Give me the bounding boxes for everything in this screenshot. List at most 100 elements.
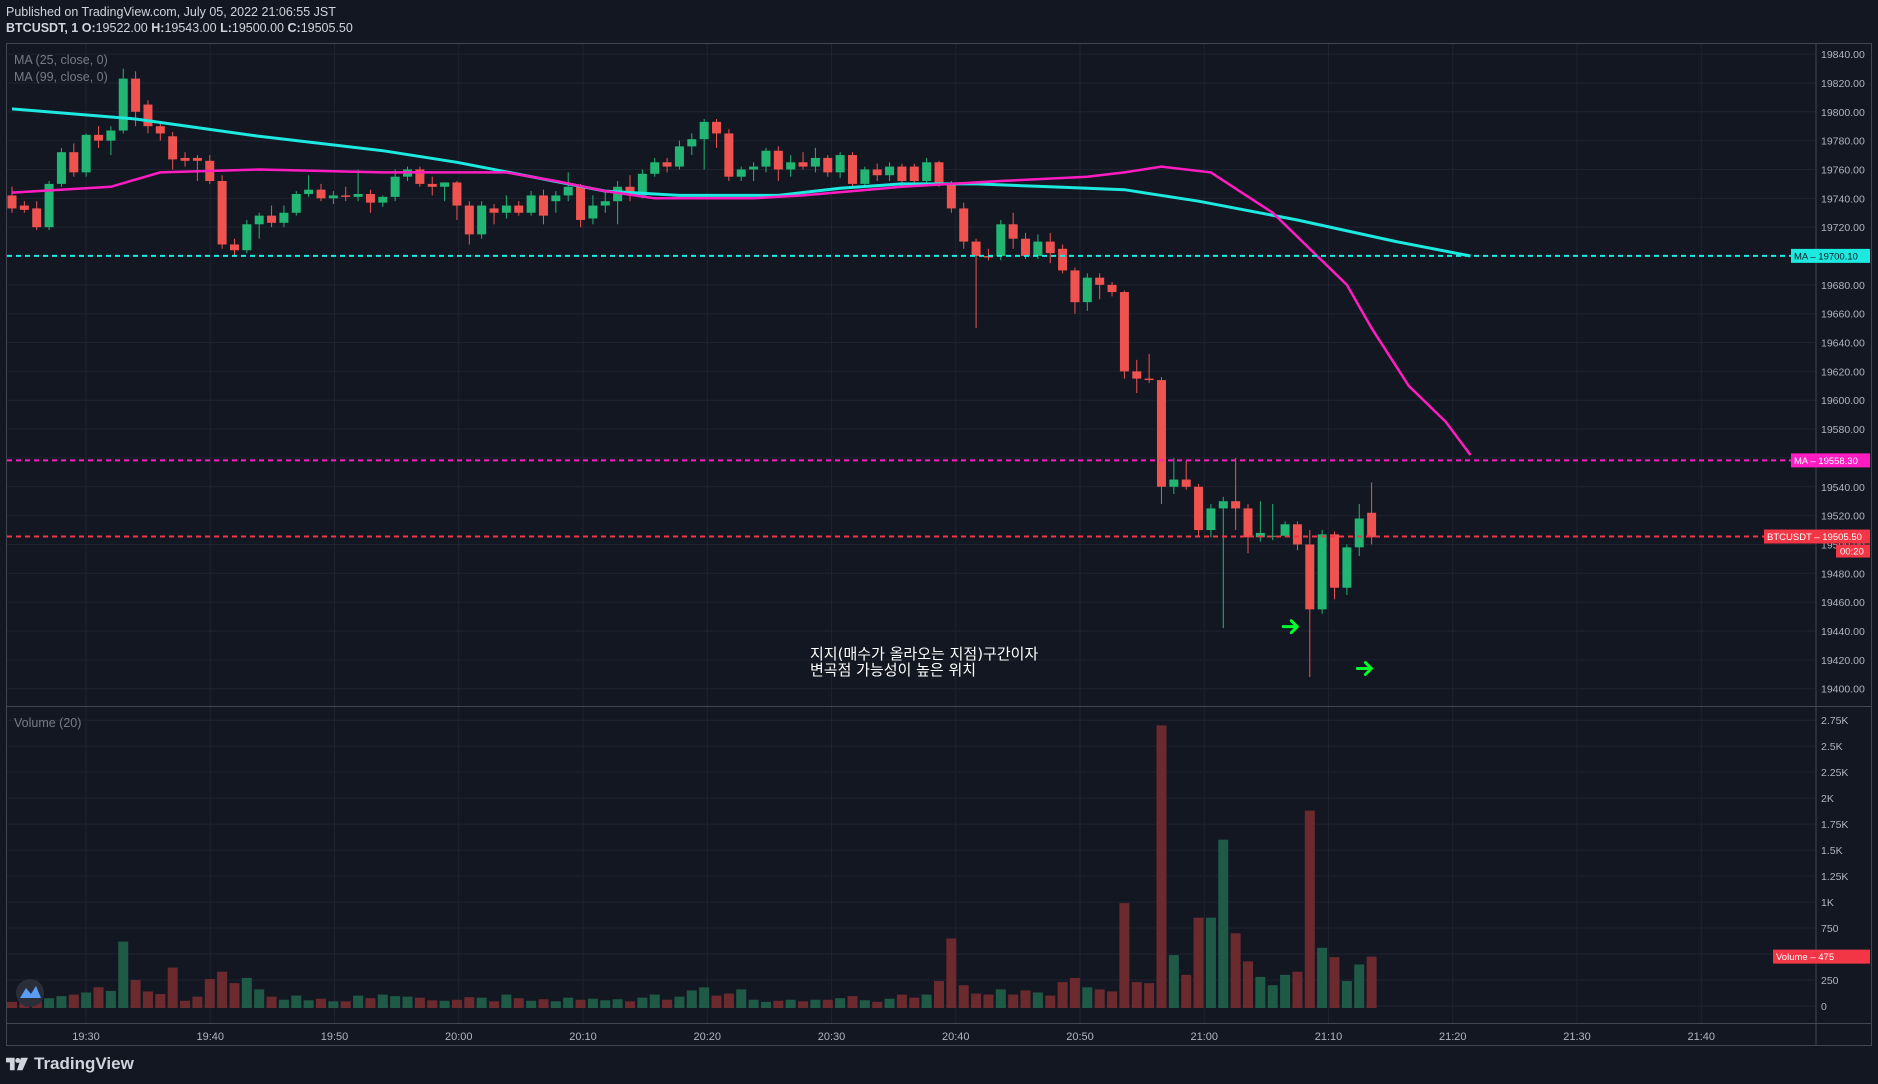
- volume-bar: [1131, 982, 1142, 1008]
- time-tick-label: 20:20: [693, 1031, 721, 1043]
- candle-body: [1095, 277, 1105, 285]
- watermark-logo-glyph: [20, 986, 41, 998]
- last-price-badge-text: BTCUSDT – 19505.50: [1767, 532, 1862, 543]
- candle-body: [1119, 292, 1129, 372]
- candle-body: [180, 157, 190, 161]
- candle-body: [131, 78, 141, 112]
- volume-bar: [600, 1000, 611, 1008]
- candle-body: [279, 212, 289, 223]
- volume-bar: [1354, 964, 1365, 1008]
- volume-bar: [118, 941, 129, 1008]
- price-tick-label: 19440.00: [1821, 626, 1865, 638]
- price-tick-label: 19780.00: [1821, 136, 1865, 148]
- candle-body: [390, 176, 400, 197]
- candle-body: [1268, 535, 1278, 537]
- candle-body: [1280, 524, 1290, 536]
- volume-bar: [414, 997, 425, 1008]
- candle-body: [1058, 248, 1068, 271]
- candle-body: [1021, 238, 1031, 257]
- candle-body: [699, 121, 709, 140]
- candle-body: [674, 146, 684, 167]
- time-tick-label: 20:40: [942, 1031, 970, 1043]
- candle-body: [353, 193, 363, 197]
- volume-bar: [278, 999, 289, 1008]
- candle-body: [1132, 371, 1142, 379]
- volume-legend[interactable]: Volume (20): [14, 716, 82, 730]
- volume-bar: [1032, 992, 1043, 1008]
- volume-bar: [7, 1001, 17, 1008]
- price-tick-label: 19460.00: [1821, 597, 1865, 609]
- volume-bar: [93, 987, 104, 1008]
- volume-bar: [649, 994, 660, 1008]
- candle-body: [69, 152, 79, 173]
- volume-bar: [1329, 957, 1340, 1008]
- candle-body: [885, 166, 895, 176]
- volume-bar: [105, 990, 116, 1008]
- volume-bar: [921, 994, 932, 1008]
- symbol-label[interactable]: BTCUSDT, 1: [6, 21, 79, 35]
- volume-bar: [1205, 917, 1216, 1008]
- volume-bar: [822, 999, 833, 1008]
- volume-bar: [625, 1001, 635, 1008]
- candle-body: [1342, 547, 1352, 588]
- candle-body: [56, 152, 66, 184]
- candle-body: [551, 195, 561, 202]
- volume-bar: [1057, 982, 1068, 1008]
- volume-bar: [192, 996, 203, 1008]
- ma25-badge-part: MA: [1794, 456, 1809, 467]
- candle-body: [934, 162, 944, 184]
- volume-tick-label: 1.25K: [1821, 871, 1848, 883]
- candle-body: [823, 157, 833, 173]
- high-label: H:: [151, 21, 165, 35]
- candle-body: [724, 133, 734, 177]
- candle-body: [1070, 270, 1080, 303]
- price-tick-label: 19480.00: [1821, 568, 1865, 580]
- volume-bar: [328, 1001, 339, 1008]
- time-tick-label: 20:50: [1066, 1031, 1094, 1043]
- candle-body: [1243, 508, 1253, 538]
- candle-body: [464, 205, 474, 235]
- candle-body: [168, 136, 178, 160]
- volume-bar: [155, 994, 166, 1008]
- candle-body: [712, 121, 722, 134]
- candle-body: [897, 166, 907, 182]
- volume-bar: [316, 998, 326, 1008]
- ma25-badge-part: – 19558.30: [1808, 456, 1858, 467]
- candle-body: [1231, 501, 1241, 509]
- high-value: 19543.00: [164, 21, 217, 35]
- last-price-badge: BTCUSDT – 19505.50: [1764, 529, 1870, 544]
- candle-body: [1107, 284, 1117, 293]
- volume-bar: [847, 996, 858, 1008]
- candle-body: [365, 193, 375, 203]
- volume-bar: [674, 996, 685, 1008]
- volume-bar: [229, 983, 240, 1008]
- volume-tick-label: 2K: [1821, 793, 1834, 805]
- chart-header: Published on TradingView.com, July 05, 2…: [6, 4, 353, 36]
- candle-body: [44, 183, 54, 228]
- volume-bar: [1168, 955, 1179, 1008]
- ma99-legend[interactable]: MA (99, close, 0): [14, 70, 108, 84]
- candle-body: [687, 139, 697, 147]
- volume-bar: [748, 999, 759, 1008]
- price-tick-label: 19800.00: [1821, 107, 1865, 119]
- candle-body: [1144, 378, 1154, 381]
- annotation-line-1: 지지(매수가 올라오는 지점)구간이자: [810, 645, 1038, 663]
- volume-bar: [1082, 987, 1093, 1008]
- volume-bar: [291, 995, 302, 1008]
- footer-brand[interactable]: TradingView: [6, 1054, 134, 1074]
- ma25-legend[interactable]: MA (25, close, 0): [14, 53, 108, 67]
- low-value: 19500.00: [231, 21, 285, 35]
- candle-body: [328, 195, 338, 199]
- candle-body: [489, 208, 499, 213]
- volume-bar: [662, 999, 673, 1008]
- chart-frame[interactable]: [6, 43, 1872, 1046]
- open-value: 19522.00: [95, 21, 148, 35]
- volume-bar: [513, 998, 524, 1008]
- volume-bar: [167, 967, 178, 1008]
- volume-bar: [353, 995, 364, 1008]
- volume-badge: Volume – 475: [1773, 949, 1870, 964]
- candle-body: [1008, 224, 1018, 239]
- candle-body: [1367, 512, 1377, 538]
- candle-body: [440, 182, 450, 187]
